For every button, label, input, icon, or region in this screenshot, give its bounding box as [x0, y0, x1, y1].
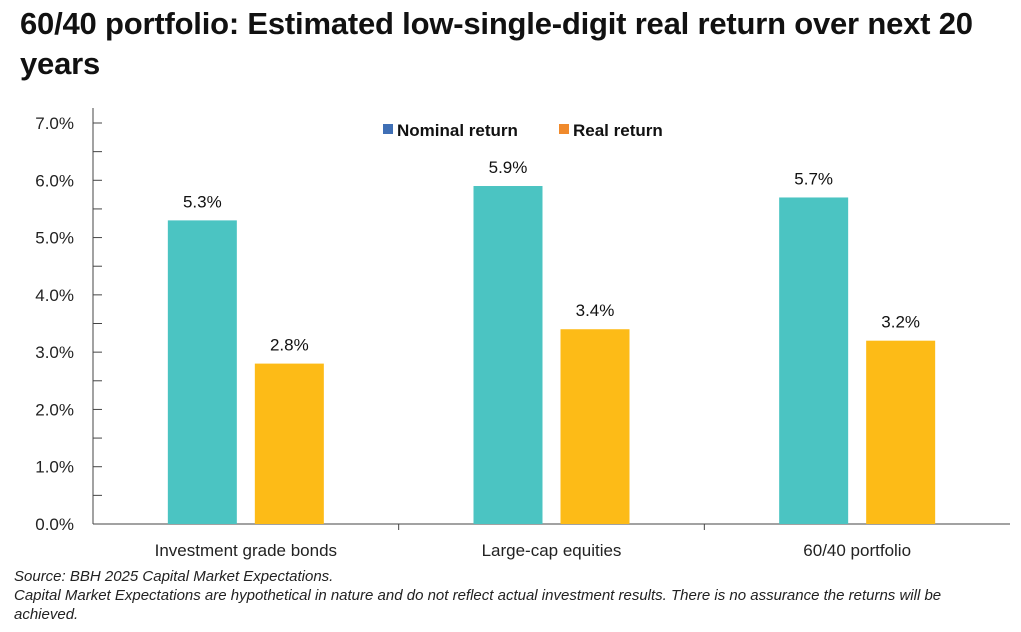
legend-swatch [559, 124, 569, 134]
y-tick-label: 5.0% [35, 229, 74, 248]
data-label: 5.7% [794, 169, 833, 188]
y-tick-label: 7.0% [35, 114, 74, 133]
data-label: 5.9% [489, 158, 528, 177]
bar-real-return [254, 363, 324, 524]
bar-real-return [560, 329, 630, 524]
chart-data-labels: 5.3% 5.9% 5.7% 2.8% 3.4% 3.2% [183, 158, 920, 355]
chart-axes: 0.0% 1.0% 2.0% 3.0% 4.0% 5.0% 6.0% 7.0% Investme… [35, 108, 1010, 560]
data-label: 3.4% [576, 301, 615, 320]
chart-notes: Source: BBH 2025 Capital Market Expectat… [14, 567, 1004, 624]
chart-bars [167, 186, 936, 524]
chart-title: 60/40 portfolio: Estimated low-single-di… [20, 6, 973, 81]
disclaimer-note: Capital Market Expectations are hypothet… [14, 587, 942, 623]
legend-label: Nominal return [397, 121, 518, 140]
legend-label: Real return [573, 121, 663, 140]
bar-nominal-return [167, 220, 237, 524]
bar-real-return [866, 340, 936, 524]
data-label: 5.3% [183, 192, 222, 211]
x-category-label: 60/40 portfolio [803, 541, 911, 560]
y-tick-label: 0.0% [35, 515, 74, 534]
y-tick-label: 1.0% [35, 458, 74, 477]
data-label: 2.8% [270, 336, 309, 355]
legend-swatch [383, 124, 393, 134]
x-category-label: Investment grade bonds [155, 541, 337, 560]
chart-legend: Nominal return Real return [383, 121, 663, 140]
bar-nominal-return [779, 197, 849, 524]
y-tick-label: 4.0% [35, 286, 74, 305]
source-note: Source: BBH 2025 Capital Market Expectat… [14, 568, 334, 585]
data-label: 3.2% [881, 313, 920, 332]
y-tick-label: 2.0% [35, 400, 74, 419]
bar-nominal-return [473, 186, 543, 524]
x-category-label: Large-cap equities [482, 541, 622, 560]
y-tick-label: 6.0% [35, 171, 74, 190]
y-tick-label: 3.0% [35, 343, 74, 362]
